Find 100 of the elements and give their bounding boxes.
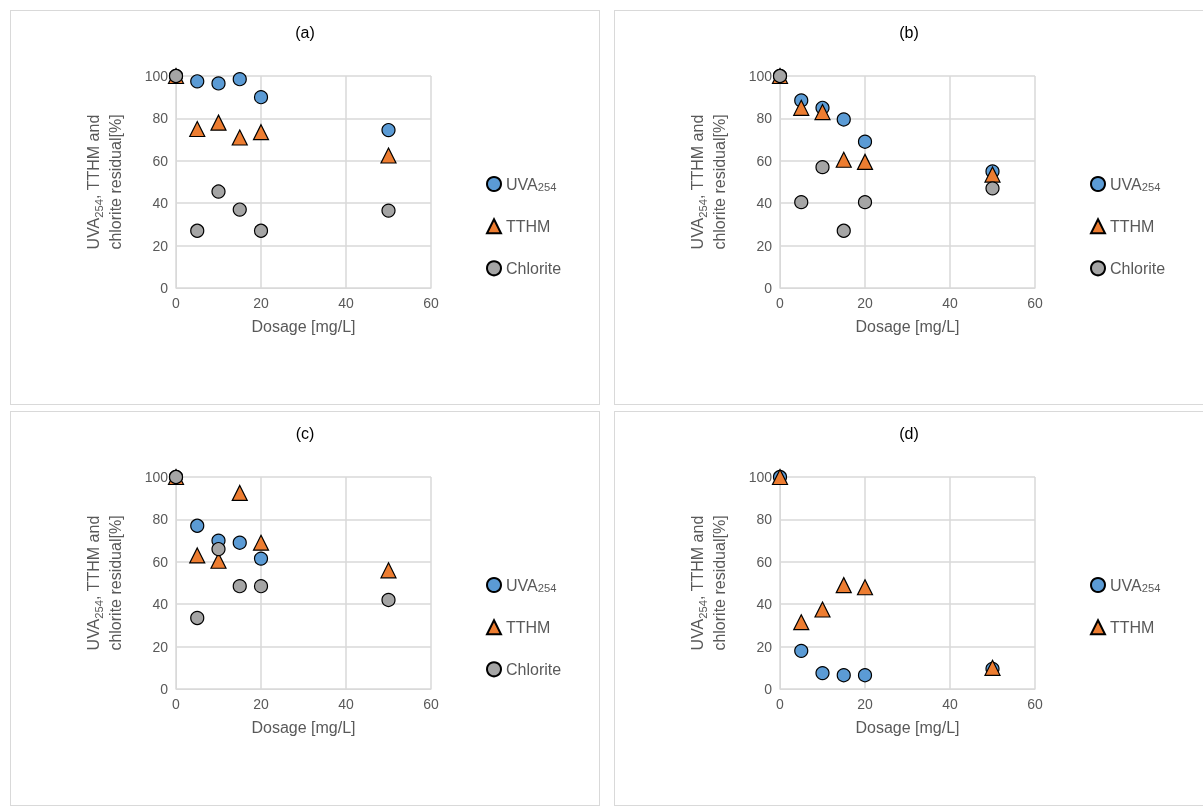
- y-tick-label: 20: [756, 638, 773, 655]
- y-tick-label: 80: [152, 110, 169, 127]
- point: [794, 643, 809, 658]
- y-tick-label: 60: [152, 553, 169, 570]
- point: [857, 668, 873, 683]
- y-tick-label: 100: [144, 68, 169, 84]
- point: [836, 223, 851, 238]
- point: [381, 122, 396, 138]
- legend-label: Chlorite: [506, 660, 562, 678]
- point: [211, 541, 226, 557]
- point: [814, 601, 831, 618]
- x-tick-label: 0: [776, 295, 785, 311]
- point: [211, 184, 226, 199]
- point: [856, 579, 874, 596]
- y-tick-label: 0: [764, 280, 773, 296]
- point: [252, 124, 270, 141]
- y-tick-label: 100: [748, 68, 773, 84]
- point: [232, 535, 247, 550]
- chart-title: (d): [899, 424, 919, 442]
- point: [836, 668, 851, 683]
- point: [253, 551, 269, 566]
- x-tick-label: 40: [942, 295, 958, 311]
- x-tick-label: 20: [857, 696, 873, 712]
- legend-label: TTHM: [1110, 217, 1155, 235]
- point: [836, 112, 851, 127]
- y-tick-label: 40: [152, 195, 169, 212]
- point: [835, 577, 852, 594]
- point: [381, 203, 396, 218]
- legend-label: Chlorite: [1110, 259, 1166, 277]
- y-tick-label: 60: [152, 152, 169, 169]
- legend-label: TTHM: [1110, 618, 1155, 636]
- point: [190, 518, 205, 533]
- y-tick-label: 0: [764, 681, 773, 697]
- x-tick-label: 60: [423, 696, 439, 712]
- y-tick-label: 60: [756, 152, 773, 169]
- point: [815, 160, 830, 175]
- legend-label: TTHM: [506, 217, 551, 235]
- point: [232, 579, 247, 594]
- x-axis-title: Dosage [mg/L]: [855, 718, 960, 736]
- y-tick-label: 20: [152, 638, 169, 655]
- point: [189, 120, 206, 138]
- point: [793, 99, 810, 116]
- point: [985, 181, 1000, 196]
- point: [189, 547, 206, 564]
- point: [857, 134, 873, 149]
- point: [190, 74, 205, 89]
- x-axis-title: Dosage [mg/L]: [251, 317, 356, 335]
- point: [232, 72, 247, 87]
- legend-label: UVA254: [506, 576, 557, 594]
- point: [211, 76, 226, 91]
- y-tick-label: 40: [756, 195, 773, 212]
- point: [835, 151, 852, 168]
- point: [190, 223, 205, 238]
- y-tick-label: 100: [748, 469, 773, 485]
- point: [253, 579, 269, 594]
- y-tick-label: 100: [144, 469, 169, 485]
- point: [814, 103, 831, 121]
- x-tick-label: 60: [1027, 295, 1043, 311]
- y-tick-label: 20: [756, 237, 773, 254]
- point: [857, 195, 873, 210]
- point: [232, 202, 247, 217]
- legend-label: UVA254: [506, 175, 557, 193]
- legend-label: UVA254: [1110, 175, 1161, 193]
- x-tick-label: 60: [423, 295, 439, 311]
- point: [210, 114, 227, 131]
- point: [231, 129, 248, 146]
- x-tick-label: 20: [253, 295, 269, 311]
- point: [984, 166, 1001, 183]
- point: [794, 195, 809, 210]
- y-tick-label: 0: [160, 280, 169, 296]
- x-tick-label: 20: [253, 696, 269, 712]
- point: [381, 592, 396, 608]
- x-axis-title: Dosage [mg/L]: [251, 718, 356, 736]
- x-tick-label: 40: [338, 696, 354, 712]
- y-tick-label: 20: [152, 237, 169, 254]
- chart-title: (b): [899, 23, 919, 41]
- chart-title: (c): [295, 424, 315, 442]
- legend-label: UVA254: [1110, 576, 1161, 594]
- x-tick-label: 40: [338, 295, 354, 311]
- point: [793, 614, 810, 631]
- y-tick-label: 80: [756, 110, 773, 127]
- legend-label: Chlorite: [506, 259, 562, 277]
- x-axis-title: Dosage [mg/L]: [855, 317, 960, 335]
- point: [380, 147, 397, 164]
- x-tick-label: 60: [1027, 696, 1043, 712]
- x-tick-label: 20: [857, 295, 873, 311]
- y-tick-label: 0: [160, 681, 169, 697]
- y-tick-label: 40: [756, 596, 773, 613]
- point: [253, 223, 269, 238]
- point: [231, 484, 248, 501]
- y-tick-label: 80: [152, 511, 169, 528]
- x-tick-label: 0: [172, 295, 181, 311]
- x-tick-label: 0: [776, 696, 785, 712]
- y-tick-label: 60: [756, 553, 773, 570]
- legend-label: TTHM: [506, 618, 551, 636]
- y-tick-label: 80: [756, 511, 773, 528]
- point: [380, 562, 397, 579]
- point: [253, 90, 269, 105]
- x-tick-label: 0: [172, 696, 181, 712]
- x-tick-label: 40: [942, 696, 958, 712]
